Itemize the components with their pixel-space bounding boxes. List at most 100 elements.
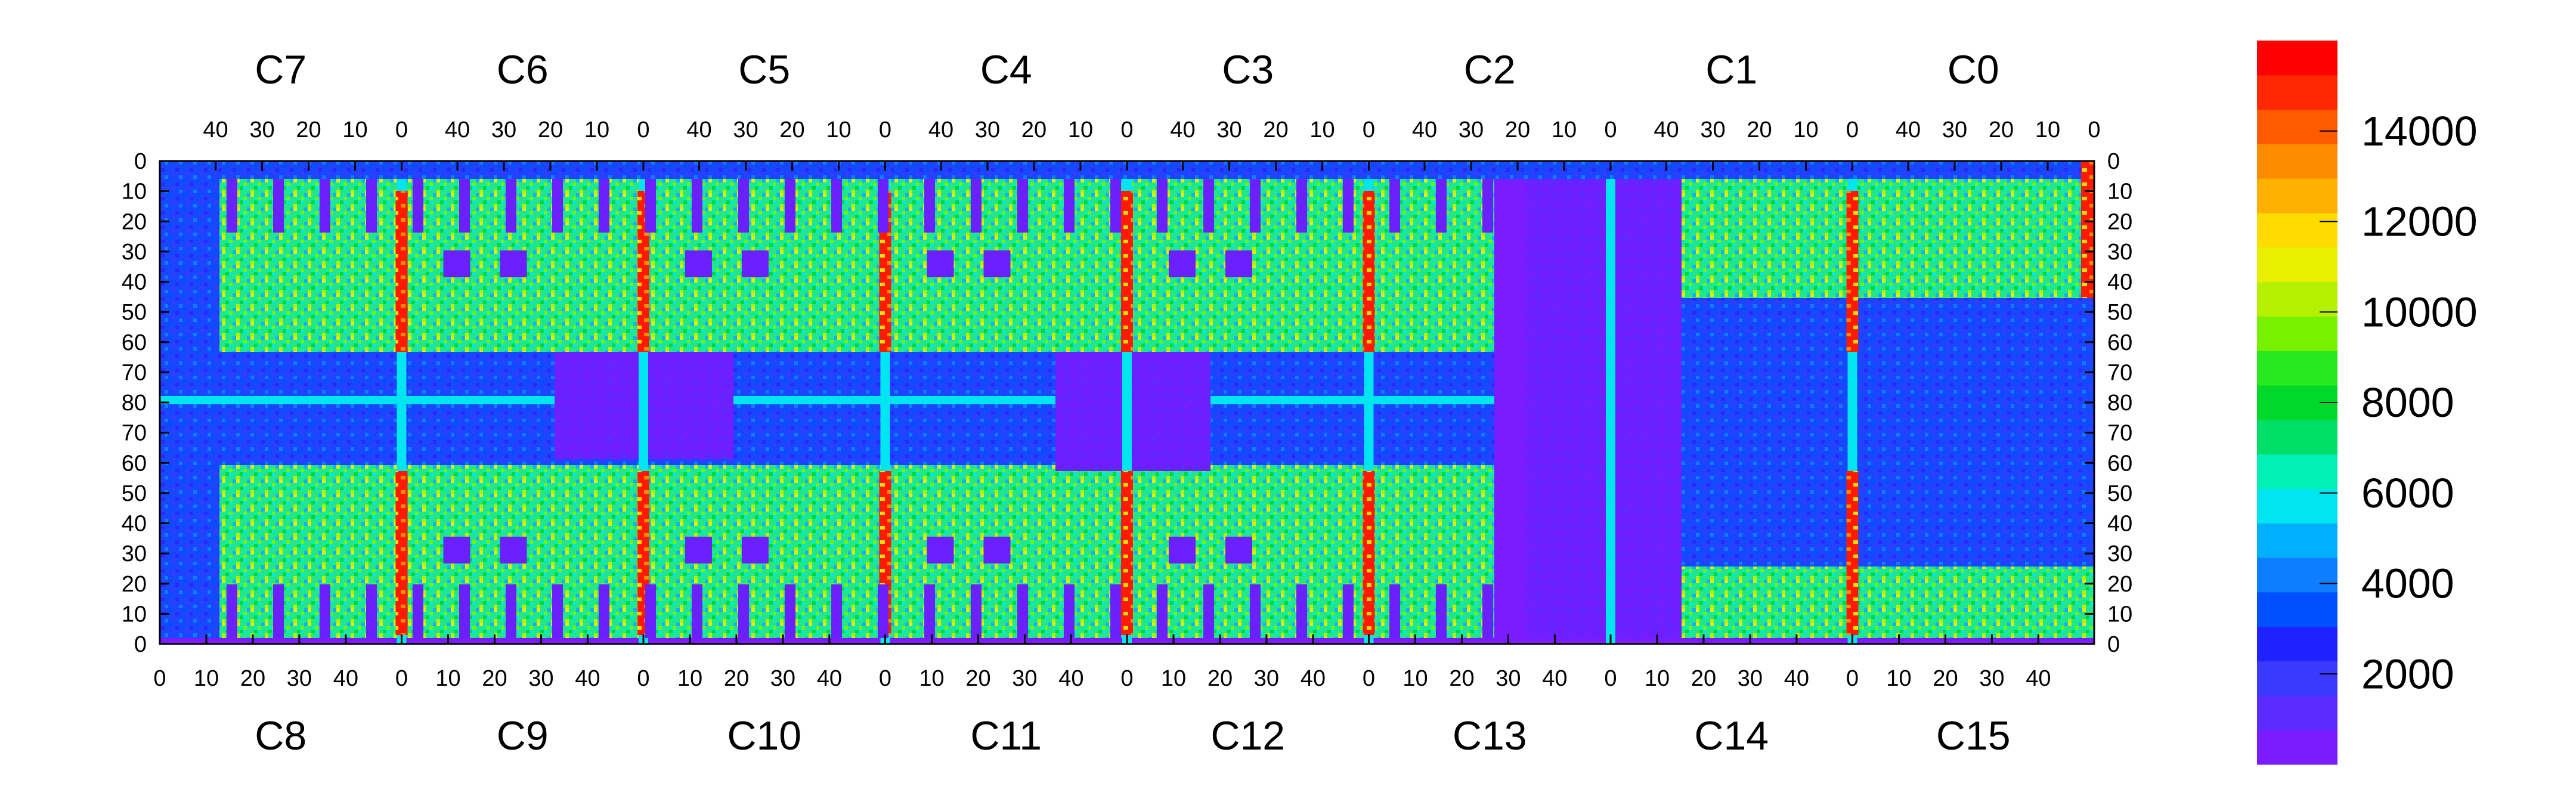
colorbar: 2000 4000 6000 8000 10000 12000 14000 bbox=[2257, 41, 2478, 765]
boundary-hot-upper-4 bbox=[1121, 191, 1133, 352]
column-gap-lower bbox=[645, 584, 656, 638]
column-gap-upper bbox=[413, 179, 423, 233]
boundary-hot-lower-1 bbox=[395, 471, 408, 635]
column-gap-lower bbox=[1250, 584, 1261, 638]
dead-block-upper bbox=[685, 250, 712, 277]
top-tick-label: 40 bbox=[1412, 117, 1437, 143]
colorbar-segment bbox=[2257, 454, 2337, 490]
bottom-tick-label: 10 bbox=[677, 666, 702, 691]
top-tick-label: 40 bbox=[445, 117, 470, 143]
bottom-tick-label: 30 bbox=[1979, 666, 2004, 691]
bottom-tick-label: 30 bbox=[1738, 666, 1763, 691]
colorbar-tick-label: 8000 bbox=[2361, 379, 2454, 426]
boundary-hot-lower-5 bbox=[1363, 471, 1375, 635]
left-tick-label: 40 bbox=[122, 512, 147, 537]
column-gap-upper bbox=[506, 179, 516, 233]
column-gap-upper bbox=[366, 179, 377, 233]
colorbar-segment bbox=[2257, 178, 2337, 213]
colorbar-segment bbox=[2257, 213, 2337, 248]
dead-block-upper bbox=[500, 250, 527, 277]
bottom-tick-label: 0 bbox=[1604, 666, 1617, 691]
top-chip-label: C4 bbox=[980, 47, 1032, 92]
top-tick-label: 30 bbox=[1942, 117, 1967, 143]
left-tick-label: 10 bbox=[122, 602, 147, 627]
top-tick-label: 40 bbox=[203, 117, 228, 143]
column-gap-lower bbox=[1064, 584, 1075, 638]
bottom-tick-label: 10 bbox=[194, 666, 219, 691]
top-chip-label: C2 bbox=[1464, 47, 1516, 92]
column-gap-upper bbox=[645, 179, 656, 233]
left-tick-label: 70 bbox=[122, 421, 147, 446]
right-tick-label: 0 bbox=[2107, 632, 2120, 657]
right-tick-label: 40 bbox=[2107, 512, 2132, 537]
column-gap-upper bbox=[1389, 179, 1400, 233]
dead-block-lower bbox=[742, 537, 769, 564]
bottom-tick-label: 20 bbox=[1691, 666, 1716, 691]
mid-horizontal-line bbox=[160, 396, 1494, 404]
top-tick-label: 30 bbox=[1216, 117, 1241, 143]
left-tick-label: 80 bbox=[122, 391, 147, 416]
top-tick-label: 20 bbox=[538, 117, 563, 143]
left-tick-label: 20 bbox=[122, 209, 147, 234]
bottom-tick-label: 40 bbox=[333, 666, 358, 691]
column-gap-upper bbox=[1296, 179, 1307, 233]
column-gap-lower bbox=[1110, 584, 1121, 638]
bottom-tick-label: 40 bbox=[1301, 666, 1326, 691]
top-tick-label: 30 bbox=[249, 117, 274, 143]
boundary-hot-lower-7 bbox=[1846, 471, 1859, 635]
bottom-tick-label: 40 bbox=[1542, 666, 1567, 691]
dead-block-lower bbox=[1169, 537, 1196, 564]
dead-block-lower bbox=[983, 537, 1011, 564]
dead-block-upper bbox=[742, 250, 769, 277]
left-tick-label: 0 bbox=[134, 632, 147, 657]
upper-right-region bbox=[1682, 179, 2094, 298]
column-gap-upper bbox=[552, 179, 563, 233]
column-gap-upper bbox=[971, 179, 982, 233]
colorbar-segment bbox=[2257, 351, 2337, 386]
dead-block-2 bbox=[1055, 352, 1210, 471]
column-gap-upper bbox=[878, 179, 888, 233]
top-tick-label: 10 bbox=[1068, 117, 1093, 143]
bottom-chip-label: C9 bbox=[497, 713, 549, 758]
top-tick-label: 40 bbox=[1896, 117, 1921, 143]
colorbar-segment bbox=[2257, 419, 2337, 455]
colorbar-tick-label: 4000 bbox=[2361, 561, 2454, 607]
top-tick-label: 10 bbox=[342, 117, 367, 143]
right-tick-label: 0 bbox=[2107, 149, 2120, 174]
bottom-tick-label: 30 bbox=[1012, 666, 1037, 691]
left-tick-label: 30 bbox=[122, 541, 147, 566]
left-tick-label: 40 bbox=[122, 270, 147, 295]
column-gap-lower bbox=[1296, 584, 1307, 638]
right-tick-label: 70 bbox=[2107, 360, 2132, 385]
left-tick-label: 70 bbox=[122, 360, 147, 385]
top-chip-label: C1 bbox=[1705, 47, 1757, 92]
top-tick-label: 0 bbox=[879, 117, 891, 143]
column-gap-lower bbox=[227, 584, 237, 638]
bottom-chip-label: C14 bbox=[1694, 713, 1769, 758]
top-tick-label: 0 bbox=[2088, 117, 2100, 143]
dead-block-upper bbox=[927, 250, 954, 277]
column-gap-lower bbox=[366, 584, 377, 638]
bottom-tick-label: 30 bbox=[1496, 666, 1521, 691]
top-tick-label: 40 bbox=[928, 117, 953, 143]
top-tick-label: 0 bbox=[395, 117, 408, 143]
bottom-tick-label: 10 bbox=[435, 666, 460, 691]
column-gap-upper bbox=[1343, 179, 1354, 233]
chip-boundary-columns bbox=[395, 161, 2094, 644]
top-tick-label: 10 bbox=[584, 117, 609, 143]
column-gap-lower bbox=[878, 584, 888, 638]
top-tick-label: 30 bbox=[975, 117, 1000, 143]
left-tick-label: 10 bbox=[122, 179, 147, 205]
bottom-chip-label: C15 bbox=[1936, 713, 2011, 758]
column-gap-upper bbox=[1064, 179, 1075, 233]
colorbar-tick-label: 12000 bbox=[2361, 199, 2478, 245]
top-tick-label: 0 bbox=[1846, 117, 1859, 143]
right-tick-label: 60 bbox=[2107, 330, 2132, 355]
column-gap-upper bbox=[924, 179, 935, 233]
colorbar-segment bbox=[2257, 75, 2337, 110]
bottom-tick-label: 40 bbox=[817, 666, 842, 691]
column-gap-upper bbox=[692, 179, 702, 233]
colorbar-segment bbox=[2257, 592, 2337, 627]
bottom-chip-label: C12 bbox=[1210, 713, 1285, 758]
column-gap-lower bbox=[924, 584, 935, 638]
